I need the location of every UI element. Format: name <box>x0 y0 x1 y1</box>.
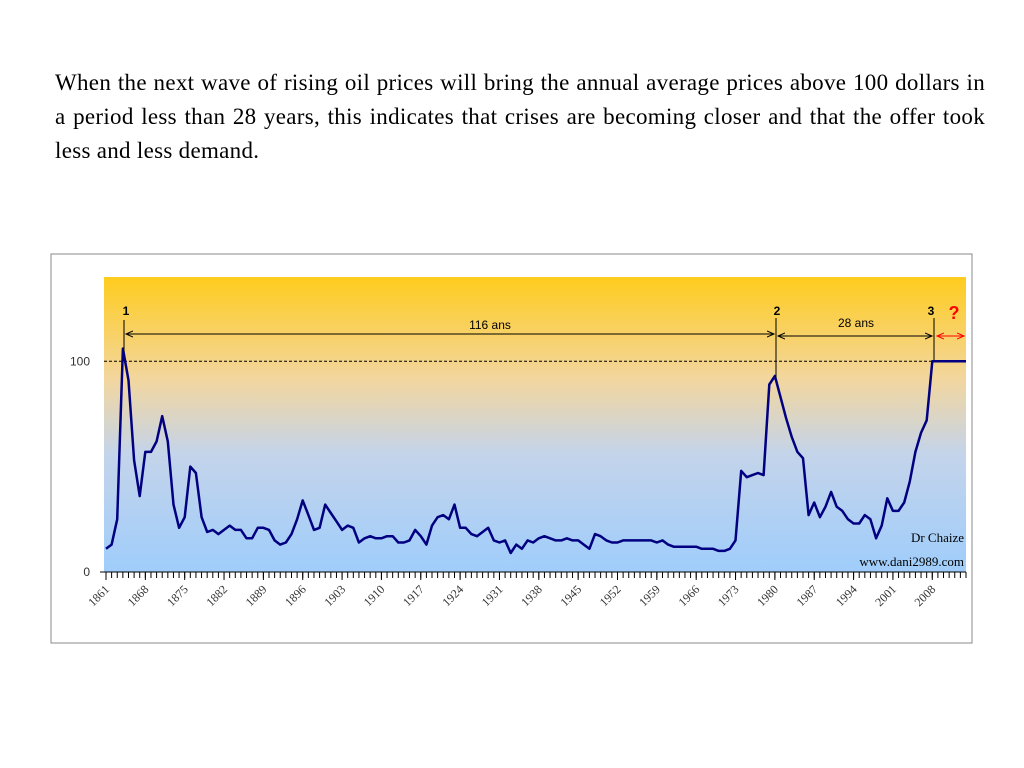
annotation: 116 ans <box>469 318 511 332</box>
credit: www.dani2989.com <box>859 554 964 569</box>
annotation: ? <box>949 303 960 323</box>
annotation: 3 <box>928 304 935 318</box>
credit: Dr Chaize <box>911 530 964 545</box>
plot-area <box>104 277 966 572</box>
price-line <box>105 347 966 555</box>
annotation: 1 <box>123 304 130 318</box>
annotation: 28 ans <box>838 316 874 330</box>
y-tick-label: 100 <box>70 354 90 368</box>
annotation: 2 <box>774 304 781 318</box>
paragraph: When the next wave of rising oil prices … <box>55 70 985 163</box>
y-tick-label: 0 <box>83 565 90 579</box>
